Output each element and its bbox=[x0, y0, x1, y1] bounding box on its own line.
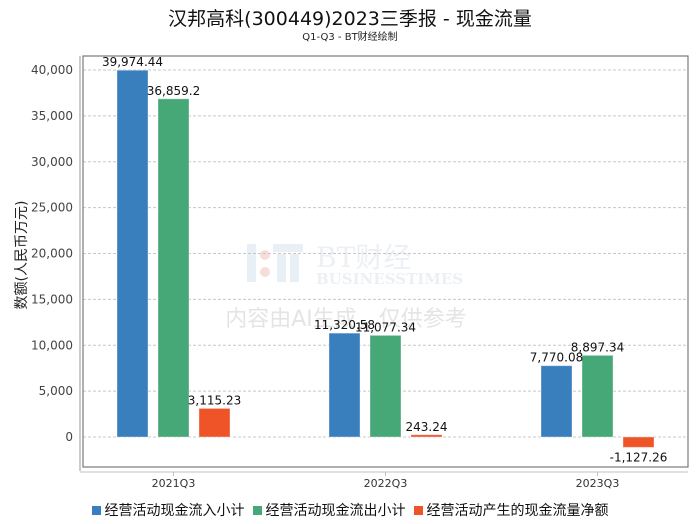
plot-border bbox=[82, 55, 689, 468]
y-tick-label: 30,000 bbox=[31, 155, 73, 169]
legend: 经营活动现金流入小计 经营活动现金流出小计 经营活动产生的现金流量净额 bbox=[0, 500, 700, 520]
data-label: 11,320.58 bbox=[314, 318, 375, 332]
bar bbox=[157, 98, 190, 438]
chart-title: 汉邦高科(300449)2023三季报 - 现金流量 bbox=[168, 8, 532, 30]
legend-label: 经营活动现金流出小计 bbox=[265, 503, 406, 519]
y-tick-label: 20,000 bbox=[31, 247, 73, 261]
legend-label: 经营活动现金流入小计 bbox=[104, 503, 245, 519]
watermark-logo-bar bbox=[273, 244, 303, 252]
y-tick-label: 15,000 bbox=[31, 292, 73, 306]
x-tick-label: 2023Q3 bbox=[576, 477, 620, 490]
legend-swatch bbox=[252, 505, 262, 515]
chart-subtitle: Q1-Q3 - BT财经绘制 bbox=[302, 32, 398, 43]
data-label: 8,897.34 bbox=[571, 340, 624, 354]
bar bbox=[369, 334, 402, 438]
plot-frame bbox=[79, 55, 689, 473]
y-tick-label: 10,000 bbox=[31, 338, 73, 352]
legend-label: 经营活动产生的现金流量净额 bbox=[426, 503, 609, 519]
bar bbox=[622, 436, 655, 448]
legend-swatch bbox=[413, 505, 423, 515]
watermark-logo-dot bbox=[260, 250, 270, 260]
bar bbox=[581, 354, 614, 438]
data-label: 11,077.34 bbox=[355, 320, 416, 334]
watermark-logo-bar bbox=[290, 254, 299, 282]
bar bbox=[328, 332, 361, 438]
data-labels: 39,974.44 36,859.2 3,115.23 11,320.5811,077… bbox=[102, 55, 667, 464]
legend-item[interactable]: 经营活动现金流入小计 bbox=[91, 500, 245, 520]
bar bbox=[540, 365, 573, 438]
data-label: 36,859.2 bbox=[147, 84, 200, 98]
x-axis-ticks: 2021Q3 2022Q3 2023Q3 bbox=[152, 472, 620, 490]
data-label: 7,770.08 bbox=[530, 351, 583, 365]
cash-flow-chart: BT财经 BUSINESSTIMES 内容由AI生成，仅供参考 0 5,000 10… bbox=[14, 55, 689, 490]
legend-swatch bbox=[91, 505, 101, 515]
x-tick-label: 2022Q3 bbox=[364, 477, 408, 490]
y-tick-label: 0 bbox=[65, 430, 73, 444]
legend-item[interactable]: 经营活动产生的现金流量净额 bbox=[413, 500, 609, 520]
watermark-logo-text: BT财经 bbox=[316, 241, 411, 274]
y-tick-label: 35,000 bbox=[31, 109, 73, 123]
bar bbox=[116, 69, 149, 438]
data-label: 39,974.44 bbox=[102, 55, 163, 69]
y-tick-label: 40,000 bbox=[31, 63, 73, 77]
data-label: 243.24 bbox=[406, 420, 448, 434]
y-axis-ticks: 0 5,000 10,000 15,000 20,000 25,000 30,000 35,0… bbox=[31, 63, 73, 444]
bars bbox=[116, 69, 655, 448]
watermark-notice: 内容由AI生成，仅供参考 bbox=[225, 307, 467, 332]
watermark-logo-subtext: BUSINESSTIMES bbox=[316, 270, 463, 288]
y-axis-label: 数额(人民币万元) bbox=[14, 201, 30, 310]
data-label: -1,127.26 bbox=[610, 450, 668, 464]
watermark: BT财经 BUSINESSTIMES 内容由AI生成，仅供参考 bbox=[225, 241, 467, 332]
bar bbox=[410, 434, 443, 438]
data-label: 3,115.23 bbox=[188, 393, 241, 407]
watermark-logo-bar bbox=[247, 244, 256, 282]
y-tick-label: 5,000 bbox=[39, 384, 73, 398]
y-tick-label: 25,000 bbox=[31, 201, 73, 215]
watermark-logo-bar bbox=[277, 254, 286, 282]
bar bbox=[198, 407, 231, 438]
watermark-logo-dot bbox=[260, 267, 270, 277]
x-tick-label: 2021Q3 bbox=[152, 477, 196, 490]
legend-item[interactable]: 经营活动现金流出小计 bbox=[252, 500, 406, 520]
